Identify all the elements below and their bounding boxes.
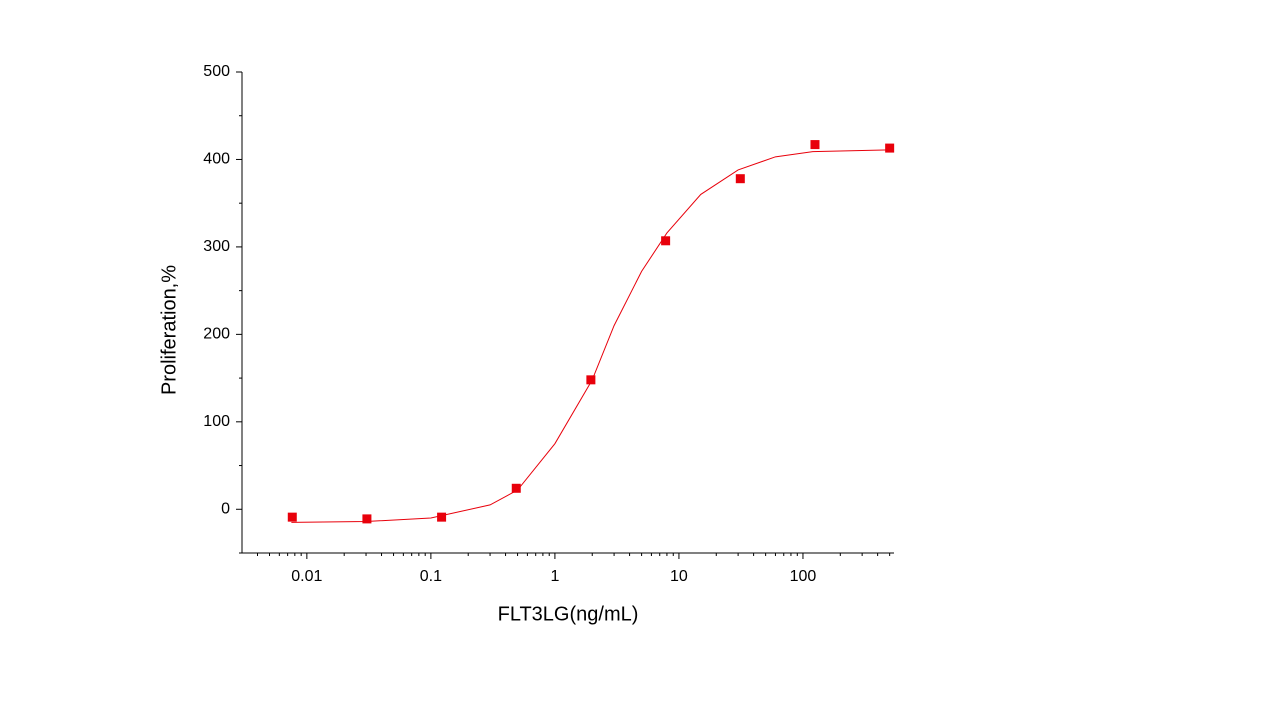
x-tick-label: 0.1 bbox=[420, 568, 442, 585]
y-tick-label: 200 bbox=[203, 326, 230, 343]
x-tick-label: 100 bbox=[790, 568, 817, 585]
data-point bbox=[511, 483, 521, 493]
data-point bbox=[735, 174, 745, 184]
y-tick-label: 0 bbox=[221, 500, 230, 517]
data-point bbox=[810, 140, 820, 150]
data-point bbox=[586, 375, 596, 385]
y-tick-label: 300 bbox=[203, 238, 230, 255]
y-axis-title: Proliferation,% bbox=[158, 265, 180, 395]
data-point bbox=[661, 236, 671, 246]
x-tick-label: 1 bbox=[550, 568, 559, 585]
x-tick-label: 10 bbox=[670, 568, 688, 585]
data-point bbox=[437, 512, 447, 522]
y-tick-label: 500 bbox=[203, 63, 230, 80]
x-tick-label: 0.01 bbox=[291, 568, 322, 585]
x-axis-title: FLT3LG(ng/mL) bbox=[498, 603, 639, 625]
y-tick-label: 400 bbox=[203, 151, 230, 168]
data-point bbox=[362, 514, 372, 524]
y-tick-label: 100 bbox=[203, 413, 230, 430]
data-point bbox=[287, 512, 297, 522]
data-point bbox=[885, 143, 895, 153]
fit-curve bbox=[291, 149, 890, 523]
